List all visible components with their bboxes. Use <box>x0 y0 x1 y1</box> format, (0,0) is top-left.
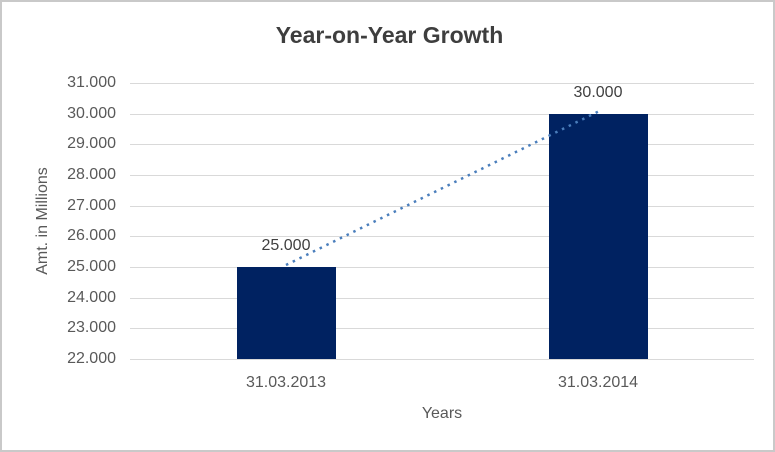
x-axis-title: Years <box>421 405 463 422</box>
data-label: 25.000 <box>261 237 311 254</box>
bar-31.03.2013 <box>237 267 336 359</box>
gridline <box>130 328 754 329</box>
chart-title: Year-on-Year Growth <box>275 22 504 48</box>
gridline <box>130 175 754 176</box>
x-axis-category-label: 31.03.2013 <box>245 374 327 391</box>
gridline <box>130 359 754 360</box>
y-axis-tick-label: 22.000 <box>67 350 116 367</box>
data-label: 30.000 <box>573 84 623 101</box>
y-axis-tick-label: 29.000 <box>67 135 116 152</box>
gridline <box>130 267 754 268</box>
y-axis-tick-label: 23.000 <box>67 319 116 336</box>
gridline <box>130 114 754 115</box>
gridline <box>130 83 754 84</box>
y-axis-tick-label: 24.000 <box>67 289 116 306</box>
gridline <box>130 144 754 145</box>
y-axis-tick-label: 26.000 <box>67 227 116 244</box>
x-axis-category-label: 31.03.2014 <box>557 374 639 391</box>
y-axis-tick-label: 31.000 <box>67 74 116 91</box>
bar-31.03.2014 <box>549 114 648 359</box>
gridline <box>130 298 754 299</box>
y-axis-tick-label: 28.000 <box>67 166 116 183</box>
y-axis-tick-label: 30.000 <box>67 105 116 122</box>
gridline <box>130 206 754 207</box>
y-axis-tick-label: 25.000 <box>67 258 116 275</box>
gridline <box>130 236 754 237</box>
y-axis-tick-label: 27.000 <box>67 197 116 214</box>
